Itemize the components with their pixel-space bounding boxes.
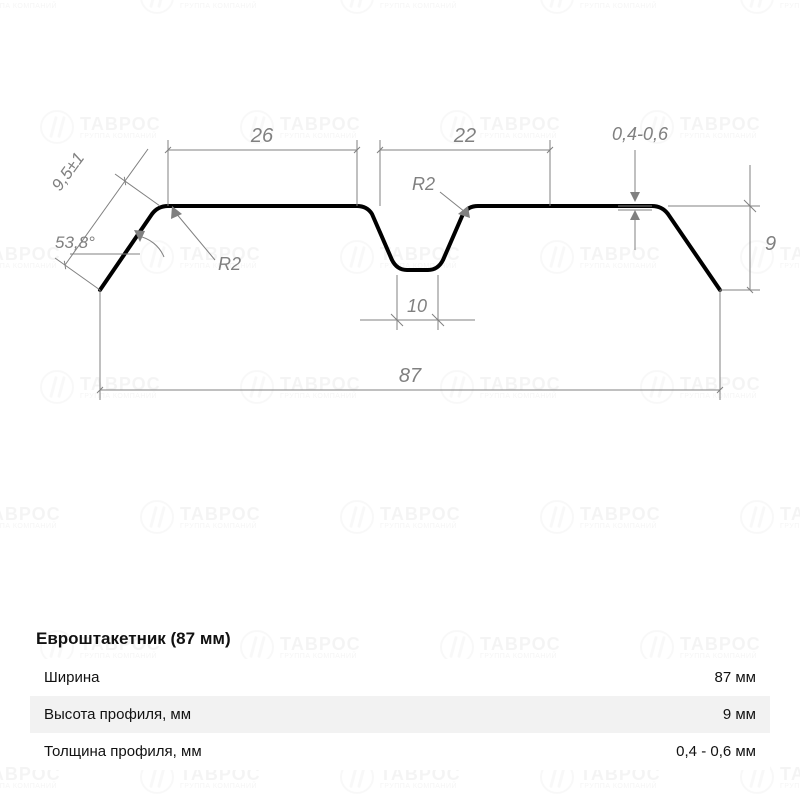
spec-table: Евроштакетник (87 мм) Ширина 87 мм Высот… [30, 619, 770, 770]
spec-label: Ширина [44, 669, 99, 686]
profile-diagram: 87 26 22 0,4-0,6 9 10 9,5±1 53,8° R2 R2 [0, 0, 800, 600]
spec-value: 9 мм [723, 706, 756, 723]
dim-radius-center: R2 [412, 174, 435, 194]
spec-title: Евроштакетник (87 мм) [30, 619, 770, 659]
spec-label: Высота профиля, мм [44, 706, 191, 723]
spec-value: 87 мм [715, 669, 756, 686]
table-row: Толщина профиля, мм 0,4 - 0,6 мм [30, 733, 770, 770]
dim-top-left-flat: 26 [250, 125, 274, 147]
dim-height: 9 [765, 233, 776, 255]
spec-value: 0,4 - 0,6 мм [676, 743, 756, 760]
dim-valley-width: 10 [407, 296, 427, 316]
profile-outline [100, 206, 720, 290]
table-row: Высота профиля, мм 9 мм [30, 696, 770, 733]
dim-angle: 53,8° [55, 233, 95, 252]
dim-slant-length: 9,5±1 [48, 149, 88, 194]
table-row: Ширина 87 мм [30, 659, 770, 696]
spec-label: Толщина профиля, мм [44, 743, 202, 760]
dim-radius-left: R2 [218, 254, 241, 274]
dim-overall-width: 87 [399, 365, 422, 387]
dim-top-right-flat: 22 [453, 125, 476, 147]
dim-thickness: 0,4-0,6 [612, 124, 669, 144]
